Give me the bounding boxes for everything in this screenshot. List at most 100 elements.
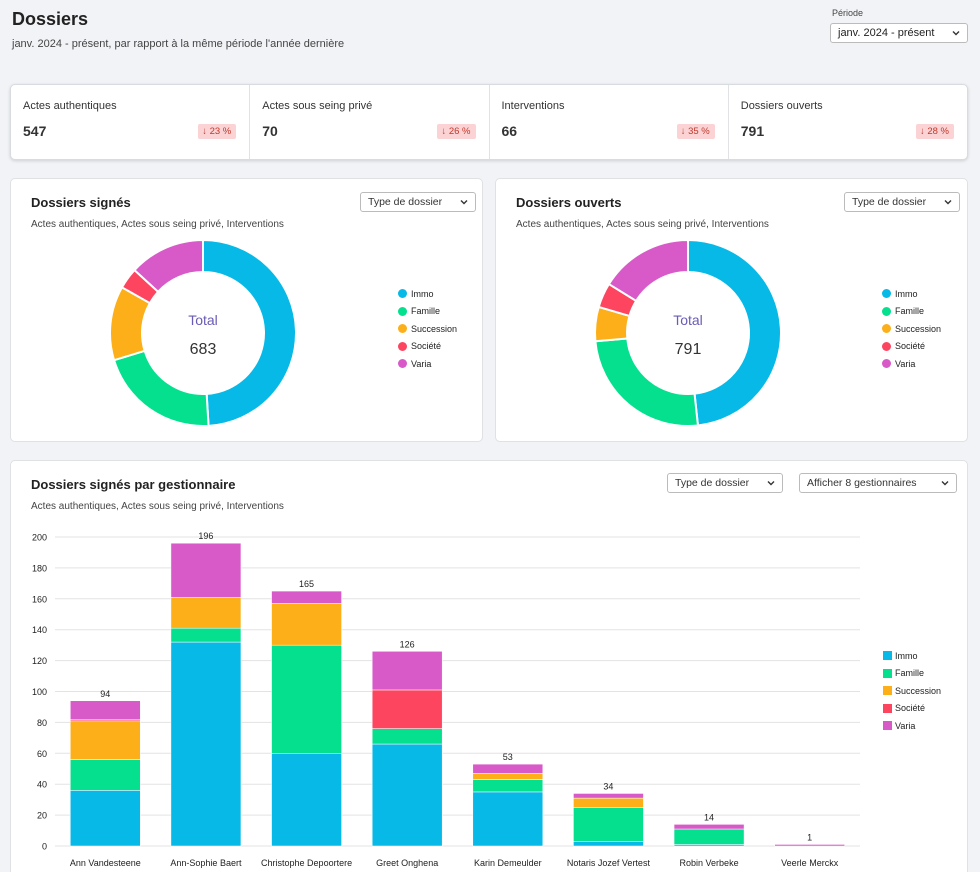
page-subtitle: janv. 2024 - présent, par rapport à la m… (12, 38, 345, 50)
bar-segment-famille[interactable] (170, 627, 242, 643)
dropdown-label: Afficher 8 gestionnaires (807, 477, 917, 489)
bar-segment-succession[interactable] (271, 603, 342, 646)
change-badge: ↓ 35 % (676, 124, 715, 139)
donut-total-value: 791 (675, 341, 702, 358)
legend-item-immo[interactable]: Immo (398, 285, 457, 303)
period-label: Période (832, 8, 864, 18)
y-tick-label: 180 (32, 563, 47, 573)
change-badge: ↓ 23 % (198, 124, 237, 139)
legend-label: Famille (411, 306, 441, 317)
y-tick-label: 140 (32, 625, 47, 635)
donut-slice-immo[interactable] (687, 238, 782, 427)
legend-item-societe[interactable]: Société (882, 338, 941, 356)
bar-segment-succession[interactable] (573, 797, 644, 808)
legend-label: Famille (895, 668, 925, 679)
kpi-row: Actes authentiques 547 ↓ 23 % Actes sous… (10, 84, 968, 160)
bar-segment-famille[interactable] (371, 728, 443, 745)
legend-item-varia[interactable]: Varia (882, 355, 941, 373)
bar-segment-famille[interactable] (673, 828, 745, 845)
y-tick-label: 60 (37, 749, 47, 759)
legend-swatch (883, 703, 892, 713)
bar-segment-varia[interactable] (271, 590, 342, 604)
legend-item-famille[interactable]: Famille (883, 665, 941, 683)
bar-segment-immo[interactable] (573, 841, 644, 847)
change-badge: ↓ 26 % (437, 124, 476, 139)
legend-item-famille[interactable]: Famille (882, 303, 941, 321)
bar-segment-famille[interactable] (70, 759, 141, 791)
donut-slice-immo[interactable] (202, 238, 297, 427)
x-tick-label: Christophe Depoortere (261, 858, 352, 868)
page-title: Dossiers (12, 9, 89, 29)
kpi-interventions[interactable]: Interventions 66 ↓ 35 % (490, 85, 729, 159)
bar-segment-varia[interactable] (170, 542, 242, 598)
change-value: 26 % (448, 126, 471, 137)
kpi-actes-authentiques[interactable]: Actes authentiques 547 ↓ 23 % (11, 85, 251, 159)
bar-segment-famille[interactable] (573, 807, 644, 842)
period-value: janv. 2024 - présent (838, 27, 935, 39)
chevron-down-icon (941, 481, 949, 486)
bar-segment-famille[interactable] (472, 779, 544, 793)
bar-segment-immo[interactable] (170, 641, 242, 847)
legend-item-succession[interactable]: Succession (882, 320, 941, 338)
legend-item-succession[interactable]: Succession (883, 682, 941, 700)
kpi-value: 547 (23, 123, 47, 139)
y-tick-label: 20 (37, 811, 47, 821)
donut-slice-varia[interactable] (133, 238, 204, 294)
card-title: Dossiers signés (31, 195, 131, 210)
kpi-value: 66 (501, 123, 518, 139)
arrow-down-icon: ↓ (919, 126, 925, 137)
bar-segment-immo[interactable] (371, 743, 443, 847)
kpi-value: 791 (740, 123, 765, 139)
type-dossier-dropdown[interactable]: Type de dossier (667, 473, 783, 493)
legend-item-immo[interactable]: Immo (883, 647, 941, 665)
change-value: 28 % (927, 126, 949, 137)
legend-item-famille[interactable]: Famille (398, 303, 457, 321)
kpi-actes-sous-seing-prive[interactable]: Actes sous seing privé 70 ↓ 26 % (250, 85, 490, 159)
legend-swatch (882, 306, 891, 316)
bar-segment-varia[interactable] (472, 763, 544, 774)
bar-segment-varia[interactable] (70, 700, 141, 720)
legend-item-societe[interactable]: Société (883, 700, 941, 718)
show-managers-dropdown[interactable]: Afficher 8 gestionnaires (799, 473, 957, 493)
x-tick-label: Karin Demeulder (474, 858, 542, 868)
bar-segment-famille[interactable] (271, 644, 342, 754)
type-dossier-dropdown[interactable]: Type de dossier (360, 192, 476, 212)
bar-segment-succession[interactable] (70, 720, 141, 760)
x-tick-label: Robin Verbeke (680, 858, 739, 868)
legend-swatch (398, 324, 407, 334)
bar-segment-immo[interactable] (472, 791, 544, 847)
legend-label: Varia (895, 720, 916, 731)
bar-segment-societé[interactable] (371, 689, 443, 729)
legend-item-societe[interactable]: Société (398, 338, 457, 356)
change-value: 35 % (688, 126, 710, 137)
legend-swatch (883, 651, 892, 661)
legend-item-immo[interactable]: Immo (882, 285, 941, 303)
change-badge: ↓ 28 % (915, 124, 954, 139)
bar-segment-succession[interactable] (472, 773, 544, 780)
bar-total-label: 34 (603, 781, 613, 791)
bar-segment-varia[interactable] (774, 844, 845, 847)
arrow-down-icon: ↓ (202, 126, 207, 137)
bar-segment-varia[interactable] (673, 824, 745, 830)
bar-total-label: 165 (299, 579, 314, 589)
bar-segment-varia[interactable] (573, 793, 644, 799)
bar-segment-immo[interactable] (70, 790, 141, 847)
legend-item-succession[interactable]: Succession (398, 320, 457, 338)
y-tick-label: 100 (32, 687, 47, 697)
donut-slice-varia[interactable] (607, 238, 689, 303)
legend-item-varia[interactable]: Varia (398, 355, 457, 373)
legend-swatch (883, 721, 892, 731)
bar-segment-succession[interactable] (170, 597, 242, 629)
arrow-down-icon: ↓ (441, 126, 447, 137)
bar-total-label: 1 (807, 832, 812, 842)
type-dossier-dropdown[interactable]: Type de dossier (844, 192, 960, 212)
period-select[interactable]: janv. 2024 - présent (830, 23, 968, 43)
legend-item-varia[interactable]: Varia (883, 717, 941, 735)
bar-segment-immo[interactable] (271, 753, 342, 847)
legend-label: Immo (411, 288, 434, 299)
legend-swatch (882, 341, 891, 351)
donut-slice-famille[interactable] (112, 349, 210, 427)
kpi-dossiers-ouverts[interactable]: Dossiers ouverts 791 ↓ 28 % (729, 85, 967, 159)
bar-segment-varia[interactable] (371, 651, 443, 691)
card-title: Dossiers signés par gestionnaire (31, 477, 236, 492)
